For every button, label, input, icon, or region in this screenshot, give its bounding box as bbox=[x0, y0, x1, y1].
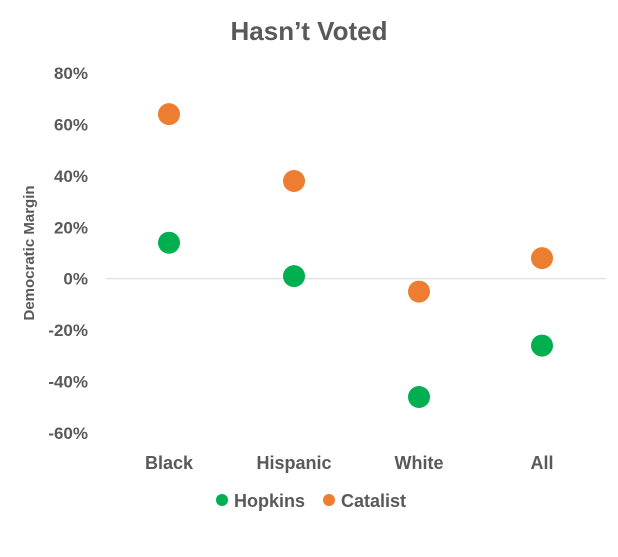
data-point-hopkins bbox=[531, 334, 553, 357]
data-point-hopkins bbox=[158, 231, 180, 254]
y-tick-label: -40% bbox=[48, 373, 88, 392]
data-point-catalist bbox=[158, 103, 180, 126]
legend-label: Hopkins bbox=[234, 491, 305, 511]
x-category-label: Hispanic bbox=[256, 453, 331, 473]
y-tick-label: 60% bbox=[54, 115, 88, 134]
chart-title: Hasn’t Voted bbox=[231, 16, 388, 46]
x-category-label: White bbox=[395, 453, 444, 473]
data-point-hopkins bbox=[283, 265, 305, 288]
legend: Hopkins Catalist bbox=[216, 491, 406, 511]
y-tick-label: 20% bbox=[54, 218, 88, 237]
data-point-catalist bbox=[408, 280, 430, 303]
data-point-catalist bbox=[531, 247, 553, 270]
y-tick-label: 40% bbox=[54, 167, 88, 186]
y-tick-label: 80% bbox=[54, 64, 88, 83]
x-axis-categories: Black Hispanic White All bbox=[145, 453, 554, 473]
y-tick-label: 0% bbox=[63, 270, 88, 289]
legend-marker bbox=[323, 494, 335, 506]
x-category-label: Black bbox=[145, 453, 194, 473]
legend-label: Catalist bbox=[341, 491, 406, 511]
data-point-hopkins bbox=[408, 386, 430, 408]
data-point-catalist bbox=[283, 170, 305, 192]
y-tick-label: -20% bbox=[48, 321, 88, 340]
y-axis-label: Democratic Margin bbox=[21, 185, 38, 320]
legend-marker bbox=[216, 494, 228, 506]
y-tick-label: -60% bbox=[48, 424, 88, 443]
data-points bbox=[158, 103, 553, 408]
x-category-label: All bbox=[530, 453, 553, 473]
y-axis-ticks: 80% 60% 40% 20% 0% -20% -40% -60% bbox=[48, 64, 88, 443]
